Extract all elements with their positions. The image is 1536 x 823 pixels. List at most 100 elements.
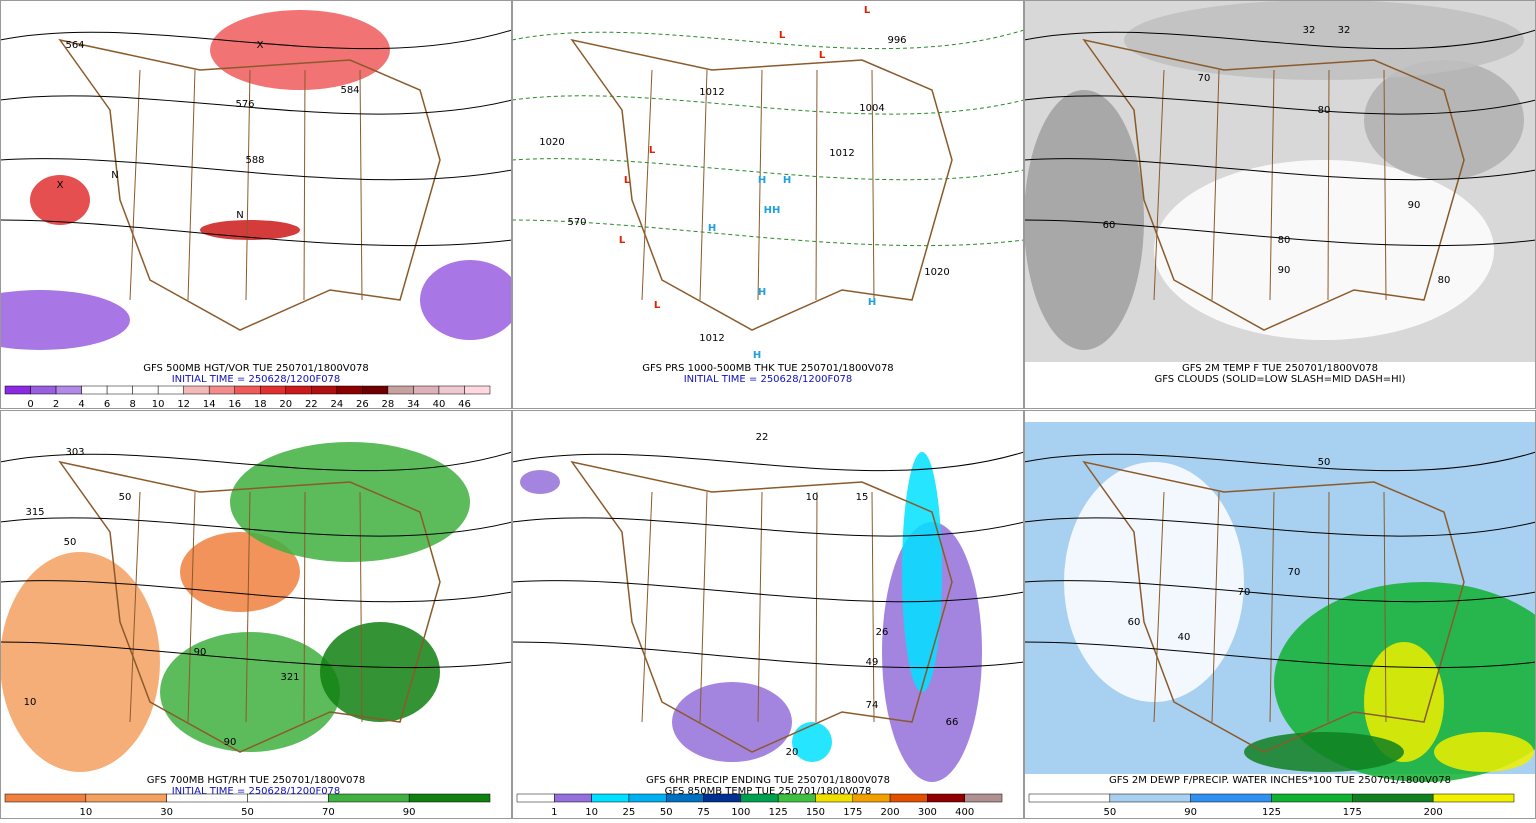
colorbar-box	[362, 385, 389, 395]
colorbar-box	[464, 385, 491, 395]
map-label: 996	[887, 35, 906, 46]
map-label: 1012	[699, 333, 724, 344]
colorbar-box	[1352, 793, 1434, 803]
map-shading	[210, 10, 390, 90]
map-label: X	[57, 180, 64, 191]
contour	[0, 95, 513, 115]
colorbar-label: 100	[731, 807, 750, 818]
colorbar-box	[247, 793, 329, 803]
colorbar-box	[413, 385, 440, 395]
colorbar-label: 125	[769, 807, 788, 818]
colorbar-box	[157, 385, 184, 395]
map-shading	[0, 290, 130, 350]
colorbar-label: 50	[1103, 807, 1116, 818]
panel: 74 22 10 15 26 49 66 20 GFS 6HR PRECIP ENDING TU…	[511, 410, 1025, 819]
colorbar-box	[964, 793, 1003, 803]
colorbar-label: 50	[660, 807, 673, 818]
colorbar-label: 20	[279, 399, 292, 410]
state-border	[871, 69, 875, 301]
map-label: L	[819, 50, 826, 61]
contour	[511, 451, 1025, 472]
state-border	[1383, 69, 1387, 301]
map-label: 570	[567, 217, 586, 228]
colorbar-box	[81, 385, 108, 395]
colorbar-label: 28	[382, 399, 395, 410]
map-shading	[520, 470, 560, 494]
state-border	[129, 491, 141, 723]
map-label: L	[654, 300, 661, 311]
contour	[511, 641, 1025, 669]
colorbar-box	[1271, 793, 1353, 803]
map-shading	[1434, 732, 1534, 772]
state-border	[303, 69, 306, 301]
panel: 32 32 70 80 90 80 90 80 60 GFS 2M TEMP F TUE 2507…	[1023, 0, 1536, 409]
state-border	[757, 69, 763, 301]
map-label: 90	[224, 737, 237, 748]
contour	[1023, 451, 1536, 472]
coastline	[570, 460, 953, 753]
contour	[1023, 641, 1536, 669]
map-label: 50	[119, 492, 132, 503]
contour	[1023, 517, 1536, 537]
colorbar-label: 10	[152, 399, 165, 410]
colorbar-box	[1028, 793, 1111, 803]
caption: INITIAL TIME = 250628/1200F078	[684, 374, 853, 385]
contour	[511, 95, 1025, 115]
colorbar-label: 1	[551, 807, 557, 818]
panel: 50 70 40 60 70 GFS 2M DEWP F/PRECIP. WATER IN…	[1023, 410, 1536, 819]
colorbar-label: 46	[458, 399, 471, 410]
caption: INITIAL TIME = 250628/1200F078	[172, 786, 341, 797]
map-label: 321	[280, 672, 299, 683]
colorbar-box	[628, 793, 667, 803]
colorbar-label: 70	[322, 807, 335, 818]
contour	[0, 580, 513, 603]
caption: GFS 700MB HGT/RH TUE 250701/1800V078	[147, 775, 366, 786]
colorbar-label: 12	[177, 399, 190, 410]
map-label: L	[779, 30, 786, 41]
colorbar-box	[703, 793, 742, 803]
colorbar-label: 150	[806, 807, 825, 818]
colorbar-label: 24	[330, 399, 343, 410]
state-border	[1153, 69, 1165, 301]
map-shading	[1024, 90, 1144, 350]
colorbar-box	[927, 793, 965, 803]
colorbar-label: 175	[843, 807, 862, 818]
colorbar-label: 10	[585, 807, 598, 818]
map-label: 303	[65, 447, 84, 458]
map-shading	[1064, 462, 1244, 702]
state-border	[1383, 491, 1387, 723]
colorbar-label: 30	[160, 807, 173, 818]
map-shading	[1364, 60, 1524, 180]
contour	[1023, 158, 1536, 181]
colorbar-box	[336, 385, 363, 395]
panel: 303 315 50 50 90 90 10 321 GFS 700MB HGT/RH TUE …	[0, 410, 513, 819]
coastline	[1082, 38, 1465, 331]
colorbar-box	[554, 793, 592, 803]
colorbar-label: 90	[403, 807, 416, 818]
contour	[511, 158, 1025, 181]
colorbar-label: 75	[697, 807, 710, 818]
contour	[0, 29, 513, 50]
colorbar-box	[183, 385, 210, 395]
state-border	[303, 491, 306, 723]
state-border	[359, 69, 363, 301]
map-shading	[160, 632, 340, 752]
colorbar-box	[55, 385, 82, 395]
map-shading	[1364, 642, 1444, 762]
colorbar-box	[1432, 793, 1515, 803]
colorbar-box	[777, 793, 816, 803]
colorbar-box	[166, 793, 248, 803]
colorbar-box	[106, 385, 133, 395]
map-label: 80	[1318, 105, 1331, 116]
colorbar-box	[852, 793, 891, 803]
map-label: 588	[245, 155, 264, 166]
map-label: 60	[1128, 617, 1141, 628]
contour	[1023, 219, 1536, 247]
colorbar-label: 90	[1184, 807, 1197, 818]
colorbar-label: 2	[53, 399, 59, 410]
colorbar-box	[665, 793, 704, 803]
state-border	[1211, 491, 1220, 723]
caption: INITIAL TIME = 250628/1200F078	[172, 374, 341, 385]
caption: GFS 500MB HGT/VOR TUE 250701/1800V078	[143, 363, 369, 374]
map-label: 60	[1103, 220, 1116, 231]
